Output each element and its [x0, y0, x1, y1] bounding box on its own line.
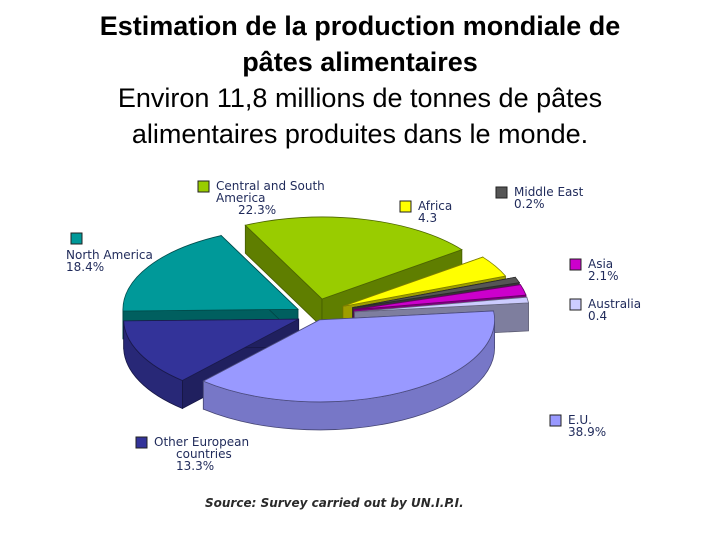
pie-slice-top-asia — [353, 284, 527, 311]
legend-label-middle-east-0: Middle East — [514, 185, 584, 199]
page-heading: Estimation de la production mondiale de … — [0, 8, 720, 152]
pie-slice-top-north-america — [122, 235, 299, 312]
legend-label-north-america-1: 18.4% — [66, 260, 104, 274]
pie-slice-top-central-and-south-america — [244, 216, 463, 300]
legend-label-africa-1: 4.3 — [418, 211, 437, 225]
chart-title-line-1: Estimation de la production mondiale de — [99, 11, 621, 41]
legend-label-central-and-south-america-2: 22.3% — [238, 203, 276, 217]
pie-slices — [122, 216, 530, 431]
source-note: Source: Survey carried out by UN.I.P.I. — [205, 496, 464, 510]
pie-slice-e-u — [202, 310, 495, 431]
legend-entry-e-u: E.U.38.9% — [549, 413, 606, 439]
legend-label-australia-1: 0.4 — [588, 309, 607, 323]
legend-label-e-u-1: 38.9% — [568, 425, 606, 439]
legend-label-e-u-0: E.U. — [568, 413, 592, 427]
legend-swatch-australia — [569, 298, 582, 311]
pie-slice-top-e-u — [202, 310, 495, 403]
chart-title: Estimation de la production mondiale de … — [0, 8, 720, 80]
legend-swatch-middle-east — [495, 186, 508, 199]
pie-slice-top-africa — [342, 256, 507, 307]
chart-subtitle-line-2: alimentaires produites dans le monde. — [131, 119, 589, 149]
legend-swatch-other-european-countries — [135, 436, 148, 449]
legend-label-asia-1: 2.1% — [588, 269, 619, 283]
legend-label-north-america-0: North America — [66, 248, 153, 262]
pie-slice-top-middle-east — [352, 276, 521, 308]
pie-slice-top-australia — [354, 296, 530, 313]
legend-swatch-central-and-south-america — [197, 180, 210, 193]
legend-swatch-e-u — [549, 414, 562, 427]
legend-label-other-european-countries-2: 13.3% — [176, 459, 214, 473]
legend-label-australia-0: Australia — [588, 297, 641, 311]
legend-label-other-european-countries-0: Other European — [154, 435, 249, 449]
legend-label-other-european-countries-1: countries — [176, 447, 232, 461]
pie-slice-central-and-south-america — [244, 216, 463, 328]
legend-swatch-north-america — [70, 232, 83, 245]
legend-swatch-asia — [569, 258, 582, 271]
legend-label-middle-east-1: 0.2% — [514, 197, 545, 211]
chart-subtitle: Environ 11,8 millions de tonnes de pâtes… — [0, 80, 720, 152]
legend-label-central-and-south-america-0: Central and South — [216, 179, 325, 193]
legend-label-asia-0: Asia — [588, 257, 613, 271]
pie-slice-top-other-european-countries — [123, 318, 299, 381]
legend-label-central-and-south-america-1: America — [216, 191, 266, 205]
legend-swatch-africa — [399, 200, 412, 213]
chart-subtitle-line-1: Environ 11,8 millions de tonnes de pâtes — [117, 83, 603, 113]
chart-title-line-2: pâtes alimentaires — [242, 47, 478, 77]
legend-label-africa-0: Africa — [418, 199, 452, 213]
